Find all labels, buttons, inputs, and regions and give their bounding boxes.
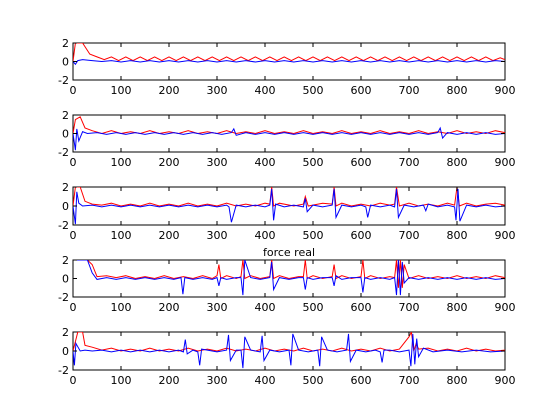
x-tick-label: 600 xyxy=(351,229,372,242)
x-tick-label: 500 xyxy=(303,156,324,169)
panel-title: force real xyxy=(263,246,315,259)
x-tick-label: 100 xyxy=(111,156,132,169)
series-line-blue xyxy=(73,126,505,151)
x-tick-label: 300 xyxy=(207,374,228,387)
x-tick-label: 0 xyxy=(70,229,77,242)
y-tick-label: -2 xyxy=(58,146,69,159)
series-line-red xyxy=(73,260,505,288)
x-tick-label: 400 xyxy=(255,301,276,314)
y-tick-label: 2 xyxy=(62,254,69,267)
x-tick-label: 0 xyxy=(70,374,77,387)
y-tick-label: 2 xyxy=(62,37,69,50)
x-tick-label: 500 xyxy=(303,301,324,314)
x-tick-label: 100 xyxy=(111,374,132,387)
x-tick-label: 400 xyxy=(255,374,276,387)
x-tick-label: 0 xyxy=(70,301,77,314)
x-tick-label: 800 xyxy=(447,301,468,314)
x-tick-label: 300 xyxy=(207,301,228,314)
y-tick-label: 2 xyxy=(62,326,69,339)
x-tick-label: 200 xyxy=(159,229,180,242)
x-tick-label: 600 xyxy=(351,156,372,169)
x-tick-label: 700 xyxy=(399,156,420,169)
y-tick-label: 2 xyxy=(62,181,69,194)
x-tick-label: 800 xyxy=(447,229,468,242)
series-line-blue xyxy=(73,59,505,66)
x-tick-label: 800 xyxy=(447,374,468,387)
series-line-blue xyxy=(73,333,505,369)
x-tick-label: 200 xyxy=(159,84,180,97)
panel-1: 0 100 200 300 400 500 600 700 800 900-202 xyxy=(58,37,515,97)
x-tick-label: 500 xyxy=(303,84,324,97)
x-tick-label: 400 xyxy=(255,156,276,169)
x-tick-label: 500 xyxy=(303,229,324,242)
series-line-blue xyxy=(73,260,505,296)
x-tick-label: 900 xyxy=(495,374,516,387)
series-line-red xyxy=(73,116,505,135)
y-tick-label: 0 xyxy=(62,56,69,69)
y-tick-label: 0 xyxy=(62,345,69,358)
x-tick-label: 900 xyxy=(495,229,516,242)
y-tick-label: 0 xyxy=(62,200,69,213)
x-tick-label: 600 xyxy=(351,84,372,97)
x-tick-label: 600 xyxy=(351,374,372,387)
x-tick-label: 300 xyxy=(207,229,228,242)
x-tick-label: 0 xyxy=(70,156,77,169)
y-tick-label: -2 xyxy=(58,74,69,87)
x-tick-label: 500 xyxy=(303,374,324,387)
x-tick-label: 100 xyxy=(111,229,132,242)
x-tick-label: 100 xyxy=(111,84,132,97)
series-line-blue xyxy=(73,188,505,225)
y-tick-label: 2 xyxy=(62,109,69,122)
x-tick-label: 700 xyxy=(399,84,420,97)
x-tick-label: 800 xyxy=(447,156,468,169)
x-tick-label: 200 xyxy=(159,156,180,169)
x-tick-label: 300 xyxy=(207,156,228,169)
x-tick-label: 300 xyxy=(207,84,228,97)
x-tick-label: 0 xyxy=(70,84,77,97)
panel-3: 0 100 200 300 400 500 600 700 800 900-202 xyxy=(58,181,515,242)
x-tick-label: 900 xyxy=(495,84,516,97)
x-tick-label: 900 xyxy=(495,301,516,314)
series-line-red xyxy=(73,187,505,207)
y-tick-label: 0 xyxy=(62,128,69,141)
x-tick-label: 400 xyxy=(255,229,276,242)
x-tick-label: 800 xyxy=(447,84,468,97)
panel-2: 0 100 200 300 400 500 600 700 800 900-202 xyxy=(58,109,515,169)
x-tick-label: 700 xyxy=(399,374,420,387)
x-tick-label: 400 xyxy=(255,84,276,97)
series-line-red xyxy=(73,43,505,62)
x-tick-label: 600 xyxy=(351,301,372,314)
x-tick-label: 900 xyxy=(495,156,516,169)
x-tick-label: 200 xyxy=(159,374,180,387)
x-tick-label: 100 xyxy=(111,301,132,314)
x-tick-label: 700 xyxy=(399,229,420,242)
x-tick-label: 700 xyxy=(399,301,420,314)
y-tick-label: 0 xyxy=(62,273,69,286)
x-tick-label: 200 xyxy=(159,301,180,314)
y-tick-label: -2 xyxy=(58,364,69,377)
y-tick-label: -2 xyxy=(58,291,69,304)
panel-5: 0 100 200 300 400 500 600 700 800 900-202 xyxy=(58,326,515,387)
y-tick-label: -2 xyxy=(58,219,69,232)
